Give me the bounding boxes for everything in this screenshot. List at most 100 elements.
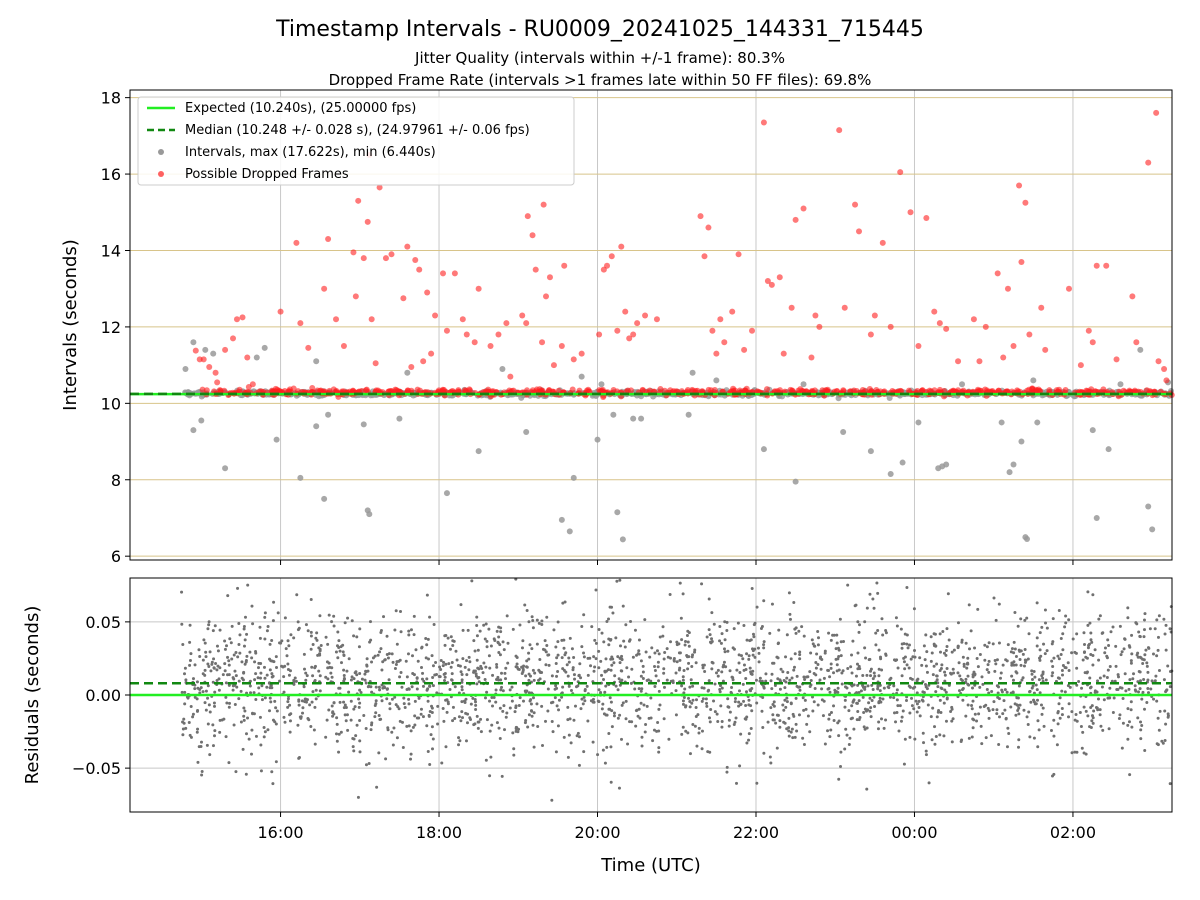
residual-point [839, 640, 843, 644]
residual-point [649, 679, 653, 683]
residual-point [908, 685, 912, 689]
residual-point [656, 660, 660, 664]
residual-point [1034, 683, 1038, 687]
residual-point [707, 716, 711, 720]
residual-point [1027, 632, 1031, 636]
residual-point [1127, 687, 1131, 691]
residual-point [223, 647, 227, 651]
residual-point [461, 628, 465, 632]
residual-point [199, 740, 203, 744]
residual-point [828, 713, 832, 717]
residual-point [497, 726, 501, 730]
residual-point [1090, 714, 1094, 718]
interval-point [886, 395, 893, 402]
residual-point [1068, 685, 1072, 689]
residual-point [467, 655, 471, 659]
residual-point [826, 668, 830, 672]
residual-point [700, 729, 704, 733]
residual-point [1043, 608, 1047, 612]
residual-point [1142, 628, 1146, 632]
dropped-frame-point [550, 362, 557, 369]
residual-point [690, 701, 694, 705]
residual-point [448, 647, 452, 651]
dropped-frame-point [596, 387, 603, 394]
residual-point [915, 702, 919, 706]
residual-point [573, 677, 577, 681]
residual-point [1017, 706, 1021, 710]
residual-point [871, 597, 875, 601]
residual-point [1098, 708, 1102, 712]
residual-point [425, 643, 429, 647]
residual-point [693, 724, 697, 728]
y-tick-label: 18 [101, 89, 121, 108]
residual-point [681, 702, 685, 706]
residual-point [504, 715, 508, 719]
interval-point [325, 411, 332, 418]
residual-point [338, 700, 342, 704]
residual-point [982, 704, 986, 708]
residual-point [643, 618, 647, 622]
dropped-frame-point [931, 387, 938, 394]
residual-point [398, 675, 402, 679]
residual-point [1139, 728, 1143, 732]
residual-point [325, 718, 329, 722]
residual-point [324, 675, 328, 679]
residual-point [1124, 689, 1128, 693]
residual-point [473, 698, 477, 702]
residual-point [433, 673, 437, 677]
residual-point [404, 659, 408, 663]
residual-point [964, 677, 968, 681]
residual-point [578, 662, 582, 666]
residual-point [700, 747, 704, 751]
residual-point [872, 606, 876, 610]
residual-point [364, 670, 368, 674]
residual-point [696, 713, 700, 717]
residual-point [416, 659, 420, 663]
residual-point [524, 718, 528, 722]
residual-point [1147, 646, 1151, 650]
residual-point [1108, 696, 1112, 700]
residual-point [762, 599, 766, 603]
residual-point [793, 652, 797, 656]
residual-point [367, 761, 371, 765]
residual-point [530, 709, 534, 713]
residual-point [876, 591, 880, 595]
residual-point [667, 737, 671, 741]
residual-point [1098, 676, 1102, 680]
residual-point [234, 770, 238, 774]
residual-point [357, 705, 361, 709]
residual-point [381, 660, 385, 664]
residual-point [798, 685, 802, 689]
residual-point [510, 699, 514, 703]
residual-point [611, 611, 615, 615]
dropped-frame-point [701, 253, 708, 260]
residual-point [1131, 677, 1135, 681]
residual-point [1126, 723, 1130, 727]
residual-point [556, 653, 560, 657]
residual-point [719, 704, 723, 708]
residual-point [640, 735, 644, 739]
residual-point [355, 673, 359, 677]
residual-point [770, 672, 774, 676]
residual-point [716, 720, 720, 724]
residual-point [420, 666, 424, 670]
residual-point [776, 641, 780, 645]
residual-point [924, 749, 928, 753]
residual-point [929, 659, 933, 663]
residual-point [710, 637, 714, 641]
legend-entry: Intervals, max (17.622s), min (6.440s) [185, 145, 436, 160]
residual-point [792, 665, 796, 669]
residual-point [358, 627, 362, 631]
residual-point [827, 631, 831, 635]
residual-point [1085, 670, 1089, 674]
residual-point [302, 652, 306, 656]
residual-point [921, 731, 925, 735]
residual-point [1168, 782, 1172, 786]
residual-point [995, 708, 999, 712]
residual-point [288, 703, 292, 707]
residual-point [364, 681, 368, 685]
residual-point [498, 653, 502, 657]
dropped-frame-point [907, 209, 914, 216]
residual-point [1163, 632, 1167, 636]
residual-point [235, 685, 239, 689]
